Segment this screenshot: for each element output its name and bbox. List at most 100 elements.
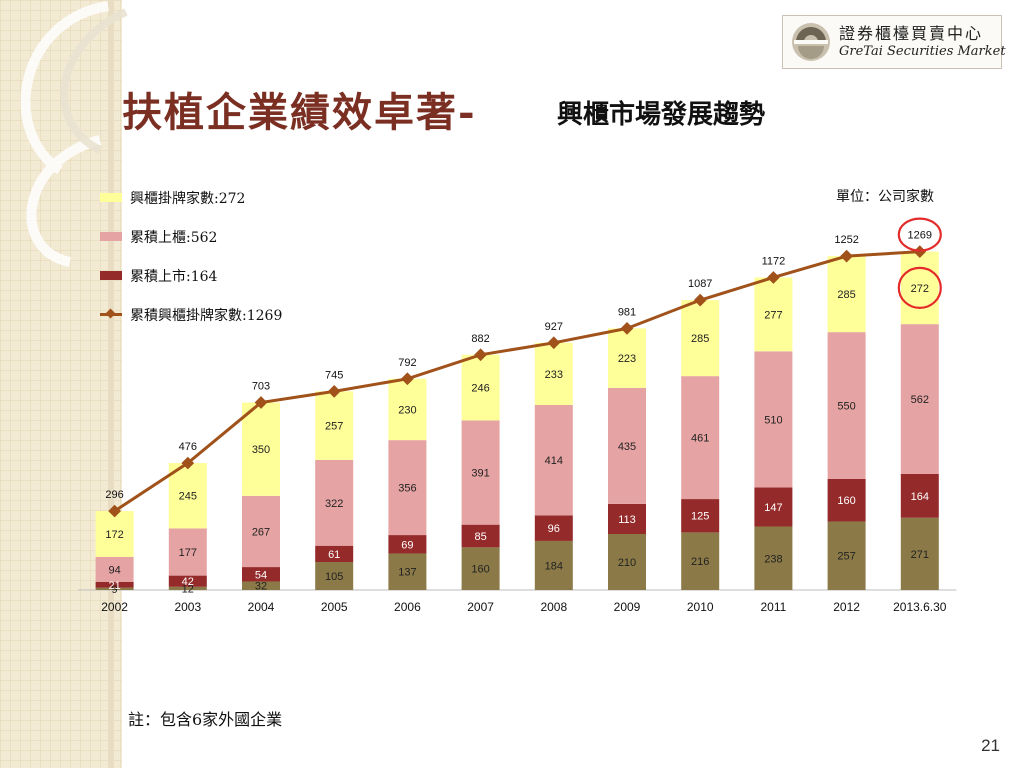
x-tick-label: 2006 [394,600,421,614]
data-label-base: 105 [325,571,343,583]
highlight-circle-emerging [897,266,942,309]
data-label-listed: 85 [474,531,486,543]
data-label-base: 12 [182,583,194,595]
data-label-otc: 177 [179,547,197,559]
data-label-base: 184 [545,560,563,572]
bar-segment-emerging [461,354,500,421]
data-label-emerging: 223 [618,353,636,365]
data-label-emerging: 257 [325,421,343,433]
legend-item-emerging: 興櫃掛牌家數:272 [100,178,282,217]
x-tick-label: 2012 [833,600,860,614]
cumulative-value-label: 981 [618,306,636,318]
bar-segment-emerging [315,391,354,460]
data-label-listed: 147 [764,502,782,514]
bar-segment-emerging [95,511,134,557]
cumulative-value-label: 745 [325,369,343,381]
cumulative-value-label: 703 [252,381,270,393]
data-label-emerging: 230 [398,404,416,416]
data-label-base: 257 [837,551,855,563]
x-tick-label: 2004 [248,600,275,614]
bar-segment-base [827,521,866,590]
bar-segment-base [315,562,354,590]
data-label-emerging: 172 [105,529,123,541]
slide-title: 扶植企業績效卓著- [122,89,477,136]
data-label-otc: 510 [764,414,782,426]
data-label-emerging: 277 [764,309,782,321]
bar-segment-listed [315,545,354,562]
cumulative-value-label: 476 [179,441,197,453]
data-label-otc: 562 [911,394,929,406]
bar-segment-listed [608,503,646,534]
cumulative-value-label: 1172 [762,255,786,267]
logo-emblem-icon [792,23,830,61]
bar-segment-base [754,526,793,590]
x-tick-label: 2008 [540,600,567,614]
bar-segment-base [900,517,939,590]
data-label-base: 210 [618,557,636,569]
bar-segment-listed [754,487,793,527]
data-label-emerging: 350 [252,444,270,456]
cumulative-line-marker [108,504,121,518]
bar-segment-listed [681,499,720,533]
legend-swatch-emerging [100,193,122,202]
x-tick-label: 2005 [321,600,348,614]
chart-legend: 興櫃掛牌家數:272 累積上櫃:562 累積上市:164 累積興櫃掛牌家數:12… [100,178,282,334]
bar-segment-otc [900,324,939,474]
data-label-emerging: 245 [179,491,197,503]
bar-segment-otc [827,332,866,479]
bar-segment-base [168,586,207,590]
decorative-arcs [20,1,109,267]
sidebar-edge [108,0,114,768]
data-label-base: 160 [471,564,489,576]
data-label-listed: 113 [618,514,636,526]
bar-segment-listed [242,567,280,582]
cumulative-value-label: 927 [545,321,563,333]
bar-segment-otc [315,459,354,546]
x-tick-label: 2009 [614,600,641,614]
x-tick-label: 2010 [687,600,714,614]
cumulative-value-label: 882 [471,333,489,345]
bar-segment-emerging [388,378,427,441]
cumulative-line-marker [181,456,195,470]
logo-english-text: GreTai Securities Market [839,44,1006,59]
footnote: 註：包含6家外國企業 [128,710,283,729]
x-tick-label: 2003 [174,600,201,614]
bar-segment-base [681,532,720,590]
data-label-base: 32 [255,581,267,593]
data-label-emerging: 246 [471,383,489,395]
bar-segment-emerging [754,277,793,352]
cumulative-value-label: 792 [398,357,416,369]
logo-chinese-text: 證券櫃檯買賣中心 [839,24,984,43]
data-label-otc: 322 [325,498,343,510]
x-tick-labels: 2002 2003 2004 2005 2006 2007 2008 2009 2010 2011… [101,600,947,614]
legend-item-otc: 累積上櫃:562 [100,217,282,256]
bar-segment-otc [681,376,720,500]
slide-subtitle: 興櫃市場發展趨勢 [557,100,766,130]
bar-segment-emerging [534,342,573,405]
data-label-otc: 356 [398,483,416,495]
cumulative-value-label: 1087 [688,278,712,290]
cumulative-value-label: 1269 [908,230,932,242]
cumulative-value-label: 296 [105,489,123,501]
bar-segment-listed [388,535,427,554]
bar-segment-otc [168,528,207,576]
legend-swatch-listed [100,271,122,280]
x-tick-label: 2007 [467,600,494,614]
legend-swatch-otc [100,232,122,241]
legend-label-emerging: 興櫃掛牌家數:272 [130,190,246,207]
data-label-otc: 94 [108,564,120,576]
cumulative-line-marker [474,348,487,362]
cumulative-line-marker [254,396,268,409]
data-label-otc: 461 [691,433,709,445]
bar-segment-emerging [608,328,646,388]
bar-segment-listed [461,524,500,548]
bar-segment-base [95,587,134,590]
bar-segment-otc [388,440,427,536]
cumulative-value-label: 1252 [834,234,858,246]
bar-segment-base [388,553,427,590]
data-label-base: 137 [398,567,416,579]
data-label-otc: 435 [618,441,636,453]
legend-label-cumulative: 累積興櫃掛牌家數:1269 [130,307,283,324]
